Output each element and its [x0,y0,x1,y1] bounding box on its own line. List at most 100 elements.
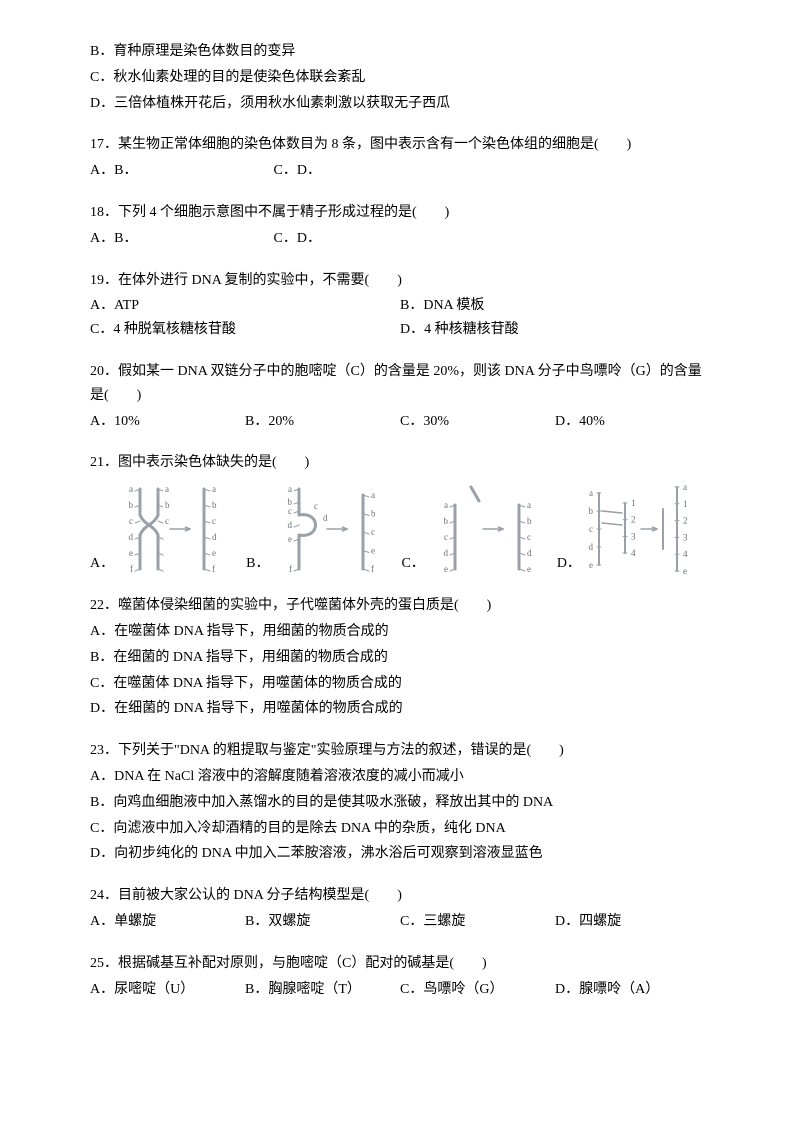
svg-text:4: 4 [683,549,688,559]
svg-text:f: f [371,564,374,574]
diagram-a-wrap: A． abcdefabcabcdef [90,481,238,576]
svg-text:e: e [683,566,687,576]
question-text: 21．图中表示染色体缺失的是( ) [90,451,710,475]
q25: 25．根据碱基互补配对原则，与胞嘧啶（C）配对的碱基是( ) A．尿嘧啶（U） … [90,952,710,1002]
svg-text:d: d [443,548,448,558]
option-d: D．在细菌的 DNA 指导下，用噬菌体的物质合成的 [90,697,710,721]
options-line: A．B． C．D． [90,159,710,183]
svg-text:e: e [288,534,292,544]
option-ab: A．B． [90,227,270,251]
option-cd: C．D． [274,231,321,246]
option-d: D．向初步纯化的 DNA 中加入二苯胺溶液，沸水浴后可观察到溶液显蓝色 [90,842,710,866]
svg-text:f: f [130,564,133,574]
option-c: C．鸟嘌呤（G） [400,978,555,1002]
diagram-label-b: B． [246,552,269,576]
svg-text:b: b [165,500,170,510]
question-text: 19．在体外进行 DNA 复制的实验中，不需要( ) [90,269,710,293]
svg-text:e: e [444,564,448,574]
option-a: A．在噬菌体 DNA 指导下，用细菌的物质合成的 [90,620,710,644]
svg-text:a: a [165,484,169,494]
options-row: A．尿嘧啶（U） B．胸腺嘧啶（T） C．鸟嘌呤（G） D．腺嘌呤（A） [90,978,710,1002]
svg-text:d: d [288,520,293,530]
option-d: D．腺嘌呤（A） [555,978,710,1002]
svg-text:d: d [527,548,532,558]
option-d: D．4 种核糖核苷酸 [400,318,710,342]
q23: 23．下列关于"DNA 的粗提取与鉴定"实验原理与方法的叙述，错误的是( ) A… [90,739,710,866]
svg-text:d: d [588,542,593,552]
question-text: 23．下列关于"DNA 的粗提取与鉴定"实验原理与方法的叙述，错误的是( ) [90,739,710,763]
svg-text:e: e [527,564,531,574]
svg-text:4: 4 [631,548,636,558]
svg-text:a: a [589,488,593,498]
svg-text:b: b [527,516,532,526]
svg-text:3: 3 [631,531,636,541]
q18: 18．下列 4 个细胞示意图中不属于精子形成过程的是( ) A．B． C．D． [90,201,710,251]
svg-text:e: e [129,548,133,558]
svg-text:d: d [212,532,217,542]
option-c: C．4 种脱氧核糖核苷酸 [90,318,400,342]
option-ab: A．B． [90,159,270,183]
q16-continued: B．育种原理是染色体数目的变异 C．秋水仙素处理的目的是使染色体联会紊乱 D．三… [90,40,710,115]
svg-text:f: f [289,564,292,574]
diagram-c-wrap: C． abcdeabcde [401,481,548,576]
svg-text:e: e [212,548,216,558]
q21: 21．图中表示染色体缺失的是( ) A． abcdefabcabcdef B． … [90,451,710,576]
svg-text:f: f [212,564,215,574]
option-d: D．40% [555,410,710,434]
option-b: B．双螺旋 [245,910,400,934]
q17: 17．某生物正常体细胞的染色体数目为 8 条，图中表示含有一个染色体组的细胞是(… [90,133,710,183]
chromosome-diagram-b: abcdefdcabcef [273,481,393,576]
svg-text:c: c [371,527,375,537]
options-row1: A．ATP B．DNA 模板 [90,294,710,318]
svg-text:a: a [371,490,375,500]
option-c: C．在噬菌体 DNA 指导下，用噬菌体的物质合成的 [90,672,710,696]
svg-text:2: 2 [631,515,636,525]
question-text: 17．某生物正常体细胞的染色体数目为 8 条，图中表示含有一个染色体组的细胞是(… [90,133,710,157]
q20: 20．假如某一 DNA 双链分子中的胞嘧啶（C）的含量是 20%，则该 DNA … [90,360,710,433]
option-c: C．向滤液中加入冷却酒精的目的是除去 DNA 中的杂质，纯化 DNA [90,817,710,841]
svg-text:d: d [323,513,328,523]
option-a: A．10% [90,410,245,434]
svg-text:a: a [527,500,531,510]
svg-text:a: a [129,484,133,494]
q22: 22．噬菌体侵染细菌的实验中，子代噬菌体外壳的蛋白质是( ) A．在噬菌体 DN… [90,594,710,721]
svg-text:b: b [212,500,217,510]
options-row: A．单螺旋 B．双螺旋 C．三螺旋 D．四螺旋 [90,910,710,934]
svg-text:b: b [443,516,448,526]
svg-text:c: c [288,506,292,516]
diagram-b-wrap: B． abcdefdcabcef [246,481,393,576]
diagram-row: A． abcdefabcabcdef B． abcdefdcabcef C． a… [90,481,710,576]
option-c: C．三螺旋 [400,910,555,934]
svg-text:a: a [683,482,687,492]
svg-text:b: b [371,509,376,519]
question-text: 20．假如某一 DNA 双链分子中的胞嘧啶（C）的含量是 20%，则该 DNA … [90,360,710,408]
svg-text:b: b [588,506,593,516]
svg-text:3: 3 [683,533,688,543]
svg-text:a: a [288,484,292,494]
option-c: C．30% [400,410,555,434]
q19: 19．在体外进行 DNA 复制的实验中，不需要( ) A．ATP B．DNA 模… [90,269,710,342]
option-cd: C．D． [274,163,321,178]
options-line: A．B． C．D． [90,227,710,251]
svg-text:c: c [212,516,216,526]
svg-text:c: c [444,532,448,542]
option-b: B．20% [245,410,400,434]
question-text: 22．噬菌体侵染细菌的实验中，子代噬菌体外壳的蛋白质是( ) [90,594,710,618]
question-text: 18．下列 4 个细胞示意图中不属于精子形成过程的是( ) [90,201,710,225]
svg-text:c: c [165,516,169,526]
diagram-d-wrap: D． abcde1234a1234e [557,481,705,576]
svg-text:e: e [589,560,593,570]
svg-text:a: a [444,500,448,510]
options-row2: C．4 种脱氧核糖核苷酸 D．4 种核糖核苷酸 [90,318,710,342]
svg-text:a: a [212,484,216,494]
svg-text:c: c [527,532,531,542]
option-a: A．ATP [90,294,400,318]
option-c: C．秋水仙素处理的目的是使染色体联会紊乱 [90,66,710,90]
svg-text:e: e [371,546,375,556]
svg-text:d: d [129,532,134,542]
option-b: B．育种原理是染色体数目的变异 [90,40,710,64]
option-b: B．DNA 模板 [400,294,710,318]
option-d: D．三倍体植株开花后，须用秋水仙素刺激以获取无子西瓜 [90,92,710,116]
chromosome-diagram-d: abcde1234a1234e [585,481,705,576]
option-a: A．单螺旋 [90,910,245,934]
